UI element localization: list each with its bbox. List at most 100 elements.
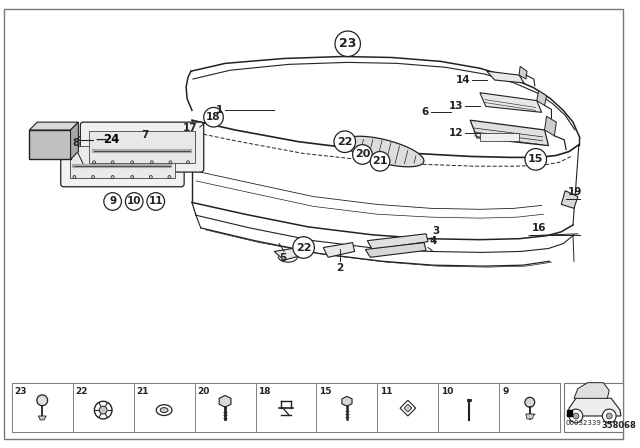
Text: 3: 3 bbox=[432, 226, 439, 236]
Bar bbox=[134, 383, 195, 432]
Polygon shape bbox=[29, 122, 78, 130]
Polygon shape bbox=[400, 401, 416, 416]
Polygon shape bbox=[519, 66, 527, 79]
Text: 10: 10 bbox=[127, 197, 141, 207]
Text: 10: 10 bbox=[442, 387, 454, 396]
Polygon shape bbox=[404, 404, 412, 412]
FancyBboxPatch shape bbox=[61, 137, 184, 187]
Text: 1: 1 bbox=[216, 105, 223, 116]
Text: 15: 15 bbox=[319, 387, 332, 396]
Text: 6: 6 bbox=[422, 108, 429, 117]
Bar bbox=[255, 383, 317, 432]
Text: 2: 2 bbox=[336, 263, 344, 273]
Polygon shape bbox=[275, 247, 301, 260]
Circle shape bbox=[131, 161, 134, 164]
Polygon shape bbox=[365, 243, 426, 257]
Text: 7: 7 bbox=[141, 130, 148, 140]
Text: 18: 18 bbox=[259, 387, 271, 396]
Circle shape bbox=[131, 176, 134, 178]
Text: 8: 8 bbox=[73, 138, 80, 147]
Circle shape bbox=[293, 237, 314, 258]
Bar bbox=[89, 131, 195, 163]
Text: 20: 20 bbox=[198, 387, 210, 396]
Circle shape bbox=[99, 406, 107, 414]
Circle shape bbox=[335, 31, 360, 56]
Ellipse shape bbox=[160, 408, 168, 413]
Text: 22: 22 bbox=[76, 387, 88, 396]
Text: 5: 5 bbox=[280, 254, 287, 263]
Bar bbox=[317, 383, 378, 432]
Polygon shape bbox=[574, 383, 609, 398]
Circle shape bbox=[371, 151, 390, 171]
Text: 16: 16 bbox=[532, 223, 547, 233]
Bar bbox=[70, 146, 175, 178]
Circle shape bbox=[187, 161, 189, 164]
FancyBboxPatch shape bbox=[80, 122, 204, 172]
Circle shape bbox=[606, 413, 612, 419]
Circle shape bbox=[353, 145, 372, 164]
Text: 23: 23 bbox=[15, 387, 27, 396]
Bar bbox=[480, 133, 519, 141]
Text: 19: 19 bbox=[568, 186, 582, 197]
Circle shape bbox=[525, 149, 547, 170]
Polygon shape bbox=[342, 396, 352, 406]
Circle shape bbox=[204, 108, 223, 127]
Polygon shape bbox=[537, 91, 547, 105]
Circle shape bbox=[93, 161, 95, 164]
Text: 12: 12 bbox=[449, 128, 463, 138]
Text: 13: 13 bbox=[449, 101, 463, 112]
Polygon shape bbox=[70, 122, 78, 159]
Text: 9: 9 bbox=[502, 387, 509, 396]
Text: 21: 21 bbox=[372, 156, 388, 166]
Polygon shape bbox=[545, 116, 556, 136]
Circle shape bbox=[111, 161, 114, 164]
Text: 24: 24 bbox=[103, 133, 119, 146]
Text: 20: 20 bbox=[355, 150, 370, 159]
Text: 9: 9 bbox=[109, 197, 116, 207]
Text: 17: 17 bbox=[183, 123, 198, 133]
Polygon shape bbox=[38, 416, 46, 420]
Circle shape bbox=[525, 397, 534, 407]
Polygon shape bbox=[487, 71, 524, 83]
Text: 11: 11 bbox=[380, 387, 393, 396]
Polygon shape bbox=[367, 234, 428, 250]
Ellipse shape bbox=[156, 405, 172, 415]
Text: 00032339: 00032339 bbox=[565, 420, 601, 426]
Circle shape bbox=[92, 176, 95, 178]
Bar bbox=[438, 383, 499, 432]
Text: —: — bbox=[95, 135, 106, 145]
Bar bbox=[73, 383, 134, 432]
Polygon shape bbox=[219, 396, 231, 407]
Circle shape bbox=[125, 193, 143, 210]
Bar bbox=[12, 383, 73, 432]
Bar bbox=[378, 383, 438, 432]
Polygon shape bbox=[323, 243, 355, 257]
Text: 11: 11 bbox=[148, 197, 163, 207]
Bar bbox=[195, 383, 255, 432]
Circle shape bbox=[573, 413, 579, 419]
Text: 358068: 358068 bbox=[602, 421, 636, 430]
Text: 23: 23 bbox=[339, 37, 356, 50]
Circle shape bbox=[111, 176, 114, 178]
Circle shape bbox=[150, 161, 154, 164]
Bar bbox=[29, 130, 70, 159]
Bar bbox=[12, 383, 560, 432]
Circle shape bbox=[169, 161, 172, 164]
Polygon shape bbox=[526, 414, 534, 419]
Text: 21: 21 bbox=[136, 387, 149, 396]
Text: 14: 14 bbox=[456, 75, 470, 85]
Circle shape bbox=[569, 409, 583, 423]
Text: 18: 18 bbox=[206, 112, 221, 122]
Text: 4: 4 bbox=[429, 236, 436, 246]
Polygon shape bbox=[561, 191, 578, 208]
Circle shape bbox=[94, 401, 112, 419]
Text: 22: 22 bbox=[337, 137, 353, 147]
Circle shape bbox=[168, 176, 171, 178]
Circle shape bbox=[334, 131, 356, 152]
Ellipse shape bbox=[205, 118, 211, 123]
Circle shape bbox=[147, 193, 164, 210]
Circle shape bbox=[37, 395, 47, 406]
Polygon shape bbox=[567, 396, 621, 416]
Polygon shape bbox=[344, 136, 424, 167]
Text: 15: 15 bbox=[528, 155, 543, 164]
